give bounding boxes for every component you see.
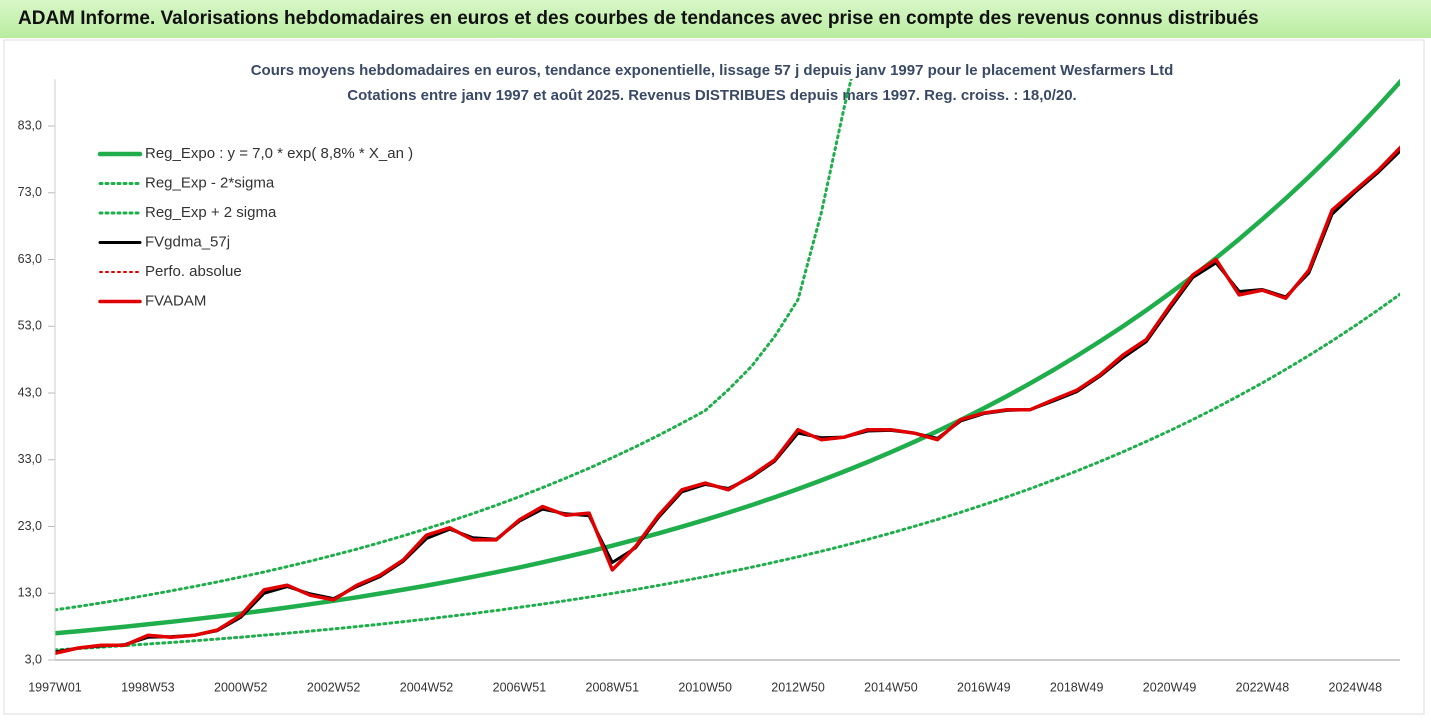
x-tick-label: 2014W50: [864, 680, 918, 694]
x-tick-label: 2004W52: [400, 680, 454, 694]
x-tick-label: 2020W49: [1143, 680, 1197, 694]
x-tick-label: 1998W53: [121, 680, 175, 694]
y-tick-label: 53,0: [18, 319, 42, 333]
banner-bg: [0, 0, 1431, 38]
subtitle: Cotations entre janv 1997 et août 2025. …: [347, 87, 1076, 104]
x-tick-label: 2000W52: [214, 680, 268, 694]
legend-bg: [96, 142, 456, 166]
x-tick-label: 2024W48: [1329, 680, 1383, 694]
y-tick-label: 43,0: [18, 385, 42, 399]
legend-label: Reg_Expo : y = 7,0 * exp( 8,8% * X_an ): [145, 145, 413, 162]
series-line: [55, 145, 1400, 656]
y-tick-label: 3,0: [25, 652, 42, 666]
x-tick-label: 2016W49: [957, 680, 1011, 694]
plot-area: [55, 79, 1400, 656]
legend-label: Perfo. absolue: [145, 263, 242, 280]
legend-bg: [96, 230, 456, 255]
x-tick-label: 2022W48: [1236, 680, 1290, 694]
y-tick-label: 23,0: [18, 519, 42, 533]
y-tick-label: 73,0: [18, 185, 42, 199]
x-tick-label: 2010W50: [678, 680, 732, 694]
x-tick-label: 2002W52: [307, 680, 361, 694]
frame: [3, 39, 1425, 715]
x-tick-label: 2012W50: [771, 680, 825, 694]
legend-label: Reg_Exp + 2 sigma: [145, 204, 277, 221]
legend-label: FVADAM: [145, 292, 206, 309]
legend-bg: [96, 260, 456, 284]
x-tick-label: 2018W49: [1050, 680, 1104, 694]
legend-bg: [96, 201, 456, 225]
legend-bg: [96, 171, 456, 196]
legend-label: FVgdma_57j: [145, 233, 230, 250]
x-tick-label: 2006W51: [493, 680, 547, 694]
series-line: [55, 79, 853, 612]
legend-label: Reg_Exp - 2*sigma: [145, 174, 275, 191]
y-tick-label: 63,0: [18, 252, 42, 266]
legend-bg: [96, 289, 456, 314]
chart-title: ADAM Informe. Valorisations hebdomadaire…: [18, 8, 1259, 29]
x-tick-label: 2008W51: [586, 680, 640, 694]
y-tick-label: 83,0: [18, 118, 42, 132]
y-tick-label: 33,0: [18, 452, 42, 466]
series-line: [55, 292, 1400, 652]
y-tick-label: 13,0: [18, 586, 42, 600]
x-tick-label: 1997W01: [28, 680, 82, 694]
series-line: [55, 79, 1400, 636]
subtitle: Cours moyens hebdomadaires en euros, ten…: [251, 62, 1174, 79]
